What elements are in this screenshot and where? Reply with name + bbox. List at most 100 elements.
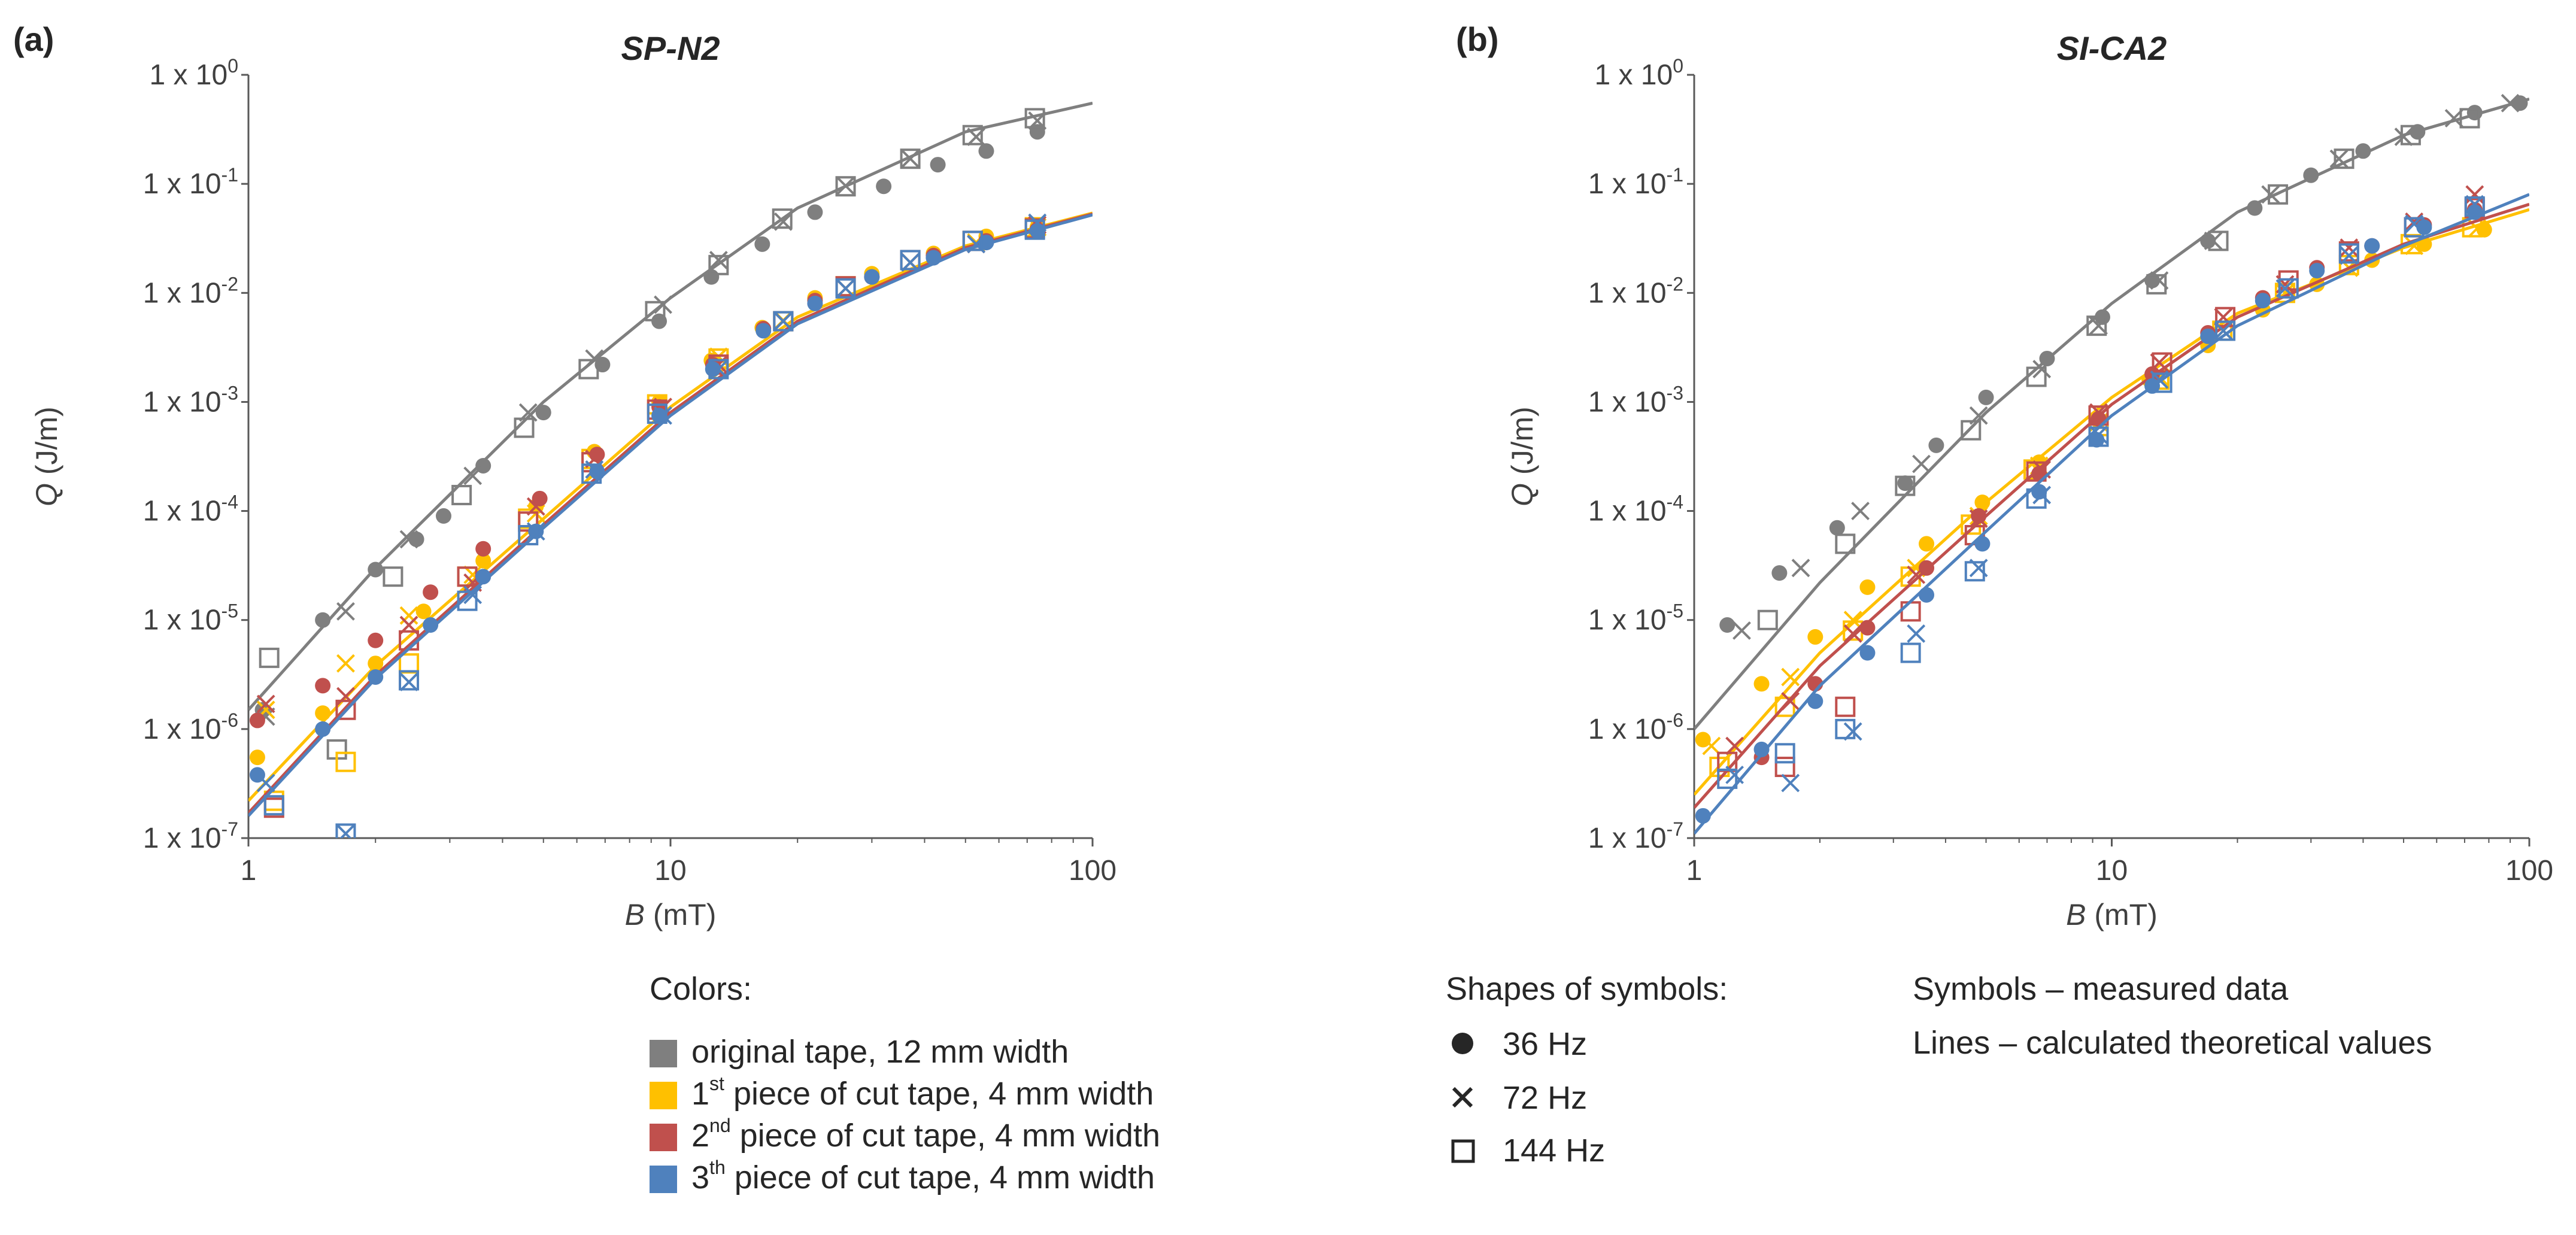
point-72hz-series-1 (2032, 360, 2052, 379)
x-tick-label: 1 (241, 855, 257, 887)
point-36hz-series-2 (249, 750, 265, 766)
point-36hz-series-3 (423, 584, 439, 600)
point-144hz-series-1 (2459, 108, 2480, 129)
point-36hz-series-1 (754, 236, 770, 252)
point-144hz-series-1 (1835, 533, 1856, 554)
chart-panel-a: (a) SP-N2 1 x 10-7 1 x 10-6 1 x 10-5 1 x 10-4… (13, 20, 1116, 931)
point-72hz-series-4 (709, 360, 728, 379)
point-144hz-series-1 (383, 566, 403, 587)
point-144hz-series-4 (2152, 372, 2173, 393)
point-36hz-series-2 (315, 705, 331, 721)
legend-color-label-piece2: 2nd piece of cut tape, 4 mm width (691, 1115, 1160, 1154)
legend-swatch-piece1 (650, 1082, 677, 1109)
point-36hz-series-1 (408, 531, 424, 547)
point-144hz-series-4 (835, 278, 856, 299)
point-36hz-series-1 (807, 204, 823, 220)
point-144hz-series-3 (2088, 405, 2109, 426)
panel-label: (a) (13, 20, 54, 58)
point-36hz-series-1 (2355, 143, 2371, 159)
y-tick-label: 1 x 10-5 (1588, 600, 1683, 636)
point-144hz-series-3 (1835, 696, 1856, 717)
point-72hz-series-4 (463, 585, 483, 605)
point-36hz-series-1 (535, 405, 551, 421)
point-144hz-series-1 (2086, 315, 2107, 336)
point-144hz-series-1 (514, 417, 535, 438)
point-36hz-series-2 (415, 603, 432, 620)
point-36hz-series-1 (1771, 565, 1788, 581)
point-72hz-series-1 (463, 466, 483, 485)
point-72hz-series-3 (336, 687, 355, 706)
point-72hz-series-2 (399, 606, 418, 625)
theory-line-series-3 (1694, 202, 2529, 809)
point-144hz-series-2 (1774, 696, 1795, 717)
point-36hz-series-2 (475, 553, 491, 569)
point-36hz-series-1 (315, 612, 331, 628)
point-144hz-series-1 (708, 254, 729, 275)
point-72hz-series-4 (399, 672, 418, 691)
point-36hz-series-1 (930, 157, 946, 173)
point-72hz-series-1 (585, 349, 604, 368)
point-72hz-series-1 (2501, 93, 2520, 113)
point-36hz-series-4 (315, 721, 331, 737)
point-72hz-series-1 (2089, 316, 2108, 335)
plot-area (1694, 93, 2529, 835)
point-72hz-series-4 (2340, 246, 2359, 265)
point-72hz-series-1 (1912, 454, 1931, 474)
x-tick-label: 1 (1686, 855, 1703, 887)
point-144hz-series-3 (1774, 757, 1795, 778)
point-36hz-series-4 (1695, 808, 1711, 824)
point-36hz-series-3 (532, 490, 548, 506)
point-72hz-series-3 (1725, 736, 1744, 755)
x-tick-label: 10 (2096, 855, 2128, 887)
legend-shape-circle (1452, 1033, 1473, 1054)
point-144hz-series-4 (457, 590, 478, 611)
legend-shape-square (1451, 1139, 1475, 1163)
legend-shape-label-36hz: 36 Hz (1503, 1026, 1587, 1062)
legend-colors-title: Colors: (650, 971, 752, 1007)
point-144hz-series-1 (2026, 366, 2047, 387)
y-axis-label: Q (J/m) (1506, 406, 1539, 506)
point-72hz-series-1 (1791, 559, 1810, 578)
chart-title: SP-N2 (621, 29, 720, 67)
point-36hz-series-4 (1753, 741, 1770, 757)
point-144hz-series-3 (1900, 601, 1921, 622)
y-tick-label: 1 x 10-1 (1588, 164, 1683, 200)
legend-swatch-piece2 (650, 1124, 677, 1151)
point-144hz-series-1 (259, 647, 280, 668)
y-tick-label: 1 x 10-2 (1588, 273, 1683, 309)
point-144hz-series-1 (645, 301, 666, 321)
point-36hz-series-1 (703, 269, 720, 285)
point-72hz-series-4 (2089, 425, 2108, 444)
point-144hz-series-4 (1024, 219, 1045, 240)
point-72hz-series-3 (1781, 691, 1800, 711)
point-144hz-series-4 (962, 230, 983, 251)
point-36hz-series-1 (1829, 520, 1845, 536)
point-72hz-series-4 (836, 279, 855, 298)
legend-shape-label-144hz: 144 Hz (1503, 1133, 1605, 1169)
y-tick-label: 1 x 10-6 (1588, 709, 1683, 745)
point-36hz-series-3 (589, 447, 605, 463)
point-144hz-series-4 (2026, 488, 2047, 509)
point-144hz-series-3 (518, 511, 539, 532)
point-36hz-series-1 (2410, 124, 2426, 140)
point-72hz-series-4 (1781, 773, 1800, 793)
legend-shape-cross (1452, 1087, 1473, 1108)
point-144hz-series-4 (2215, 320, 2236, 341)
point-36hz-series-3 (1971, 508, 1987, 524)
point-36hz-series-2 (1919, 536, 1935, 552)
point-144hz-series-4 (399, 670, 420, 691)
point-144hz-series-1 (900, 148, 921, 169)
point-72hz-series-2 (336, 654, 355, 673)
x-tick-label: 100 (2505, 855, 2553, 887)
point-72hz-series-1 (709, 251, 728, 269)
point-36hz-series-3 (475, 541, 491, 557)
x-axis-label: B (mT) (2066, 898, 2158, 931)
point-144hz-series-4 (900, 250, 921, 271)
point-72hz-series-1 (2444, 109, 2463, 128)
point-144hz-series-4 (1835, 718, 1856, 739)
y-tick-label: 1 x 10-2 (143, 273, 238, 309)
point-144hz-series-4 (2088, 426, 2109, 447)
point-36hz-series-1 (1897, 475, 1913, 491)
point-72hz-series-4 (1907, 624, 1926, 643)
